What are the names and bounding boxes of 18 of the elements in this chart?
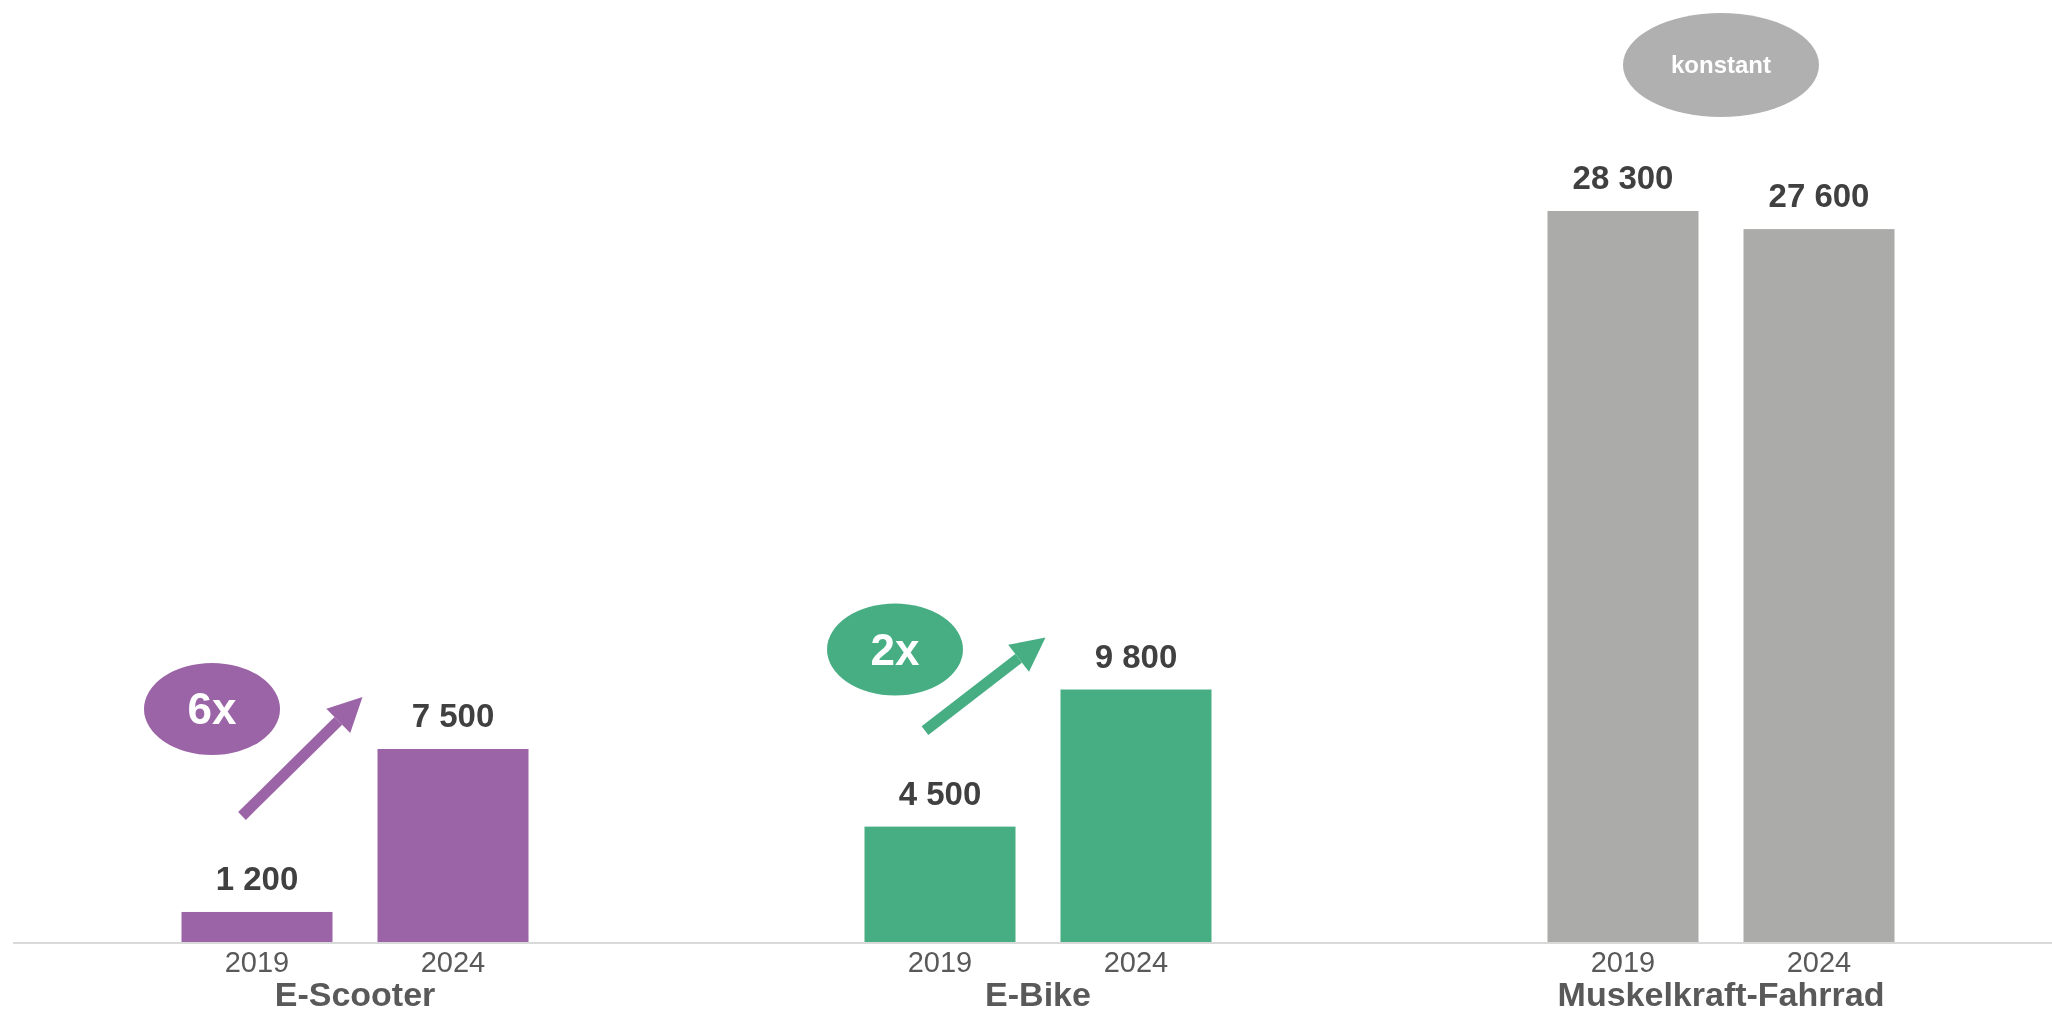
data-label: 4 500 — [898, 774, 982, 812]
x-tick-label: E-Bike — [985, 975, 1091, 1013]
data-label: 9 800 — [1094, 637, 1178, 675]
text: 2024 — [1786, 946, 1852, 978]
series-label: 2019 — [224, 946, 290, 978]
text: 2024 — [1103, 946, 1169, 978]
data-label: 27 600 — [1768, 177, 1870, 215]
series-label: 2024 — [420, 946, 486, 978]
text: konstant — [1670, 51, 1772, 78]
x-tick-label: E-Scooter — [274, 975, 436, 1013]
x-tick-label: Muskelkraft-Fahrrad — [1557, 975, 1885, 1013]
text: 2019 — [907, 946, 973, 978]
data-label: 1 200 — [215, 859, 299, 897]
data-label: 7 500 — [411, 697, 495, 735]
data-label: 28 300 — [1572, 159, 1674, 196]
text: 2019 — [1590, 946, 1656, 978]
annotation: 2x — [870, 624, 920, 674]
annotation: 6x — [187, 684, 237, 734]
